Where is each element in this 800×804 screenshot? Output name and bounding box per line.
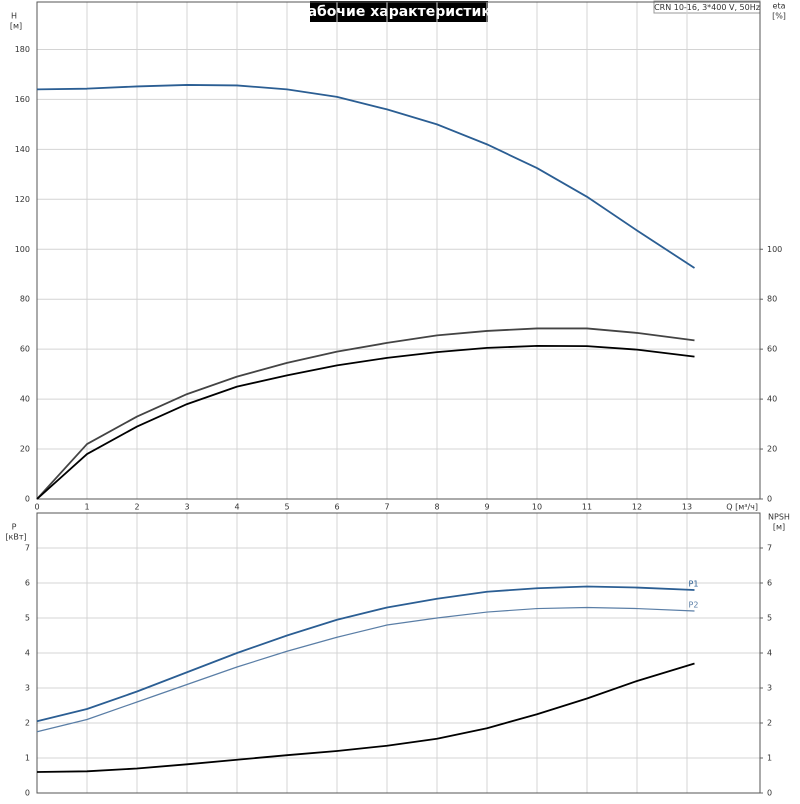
y-tick-label: 80 <box>20 295 30 304</box>
curve <box>36 662 695 773</box>
y-tick-label: 160 <box>15 95 30 104</box>
y-axis-unit: [кВт] <box>5 533 26 542</box>
y-tick-label: 0 <box>25 789 30 798</box>
x-tick-label: 13 <box>682 503 692 512</box>
x-tick-label: 7 <box>384 503 389 512</box>
y-axis-label: H <box>11 12 17 21</box>
y2-tick-label: 2 <box>767 719 772 728</box>
plot-frame <box>36 512 761 794</box>
y-tick-label: 0 <box>25 495 30 504</box>
y-tick-label: 4 <box>25 649 30 658</box>
x-tick-label: 6 <box>334 503 339 512</box>
y2-axis-unit: [м] <box>773 523 785 532</box>
y-tick-label: 140 <box>15 145 30 154</box>
curve <box>36 585 695 723</box>
plot-frame <box>36 1 761 500</box>
y2-tick-label: 0 <box>767 495 772 504</box>
curve <box>36 606 695 733</box>
y2-tick-label: 0 <box>767 789 772 798</box>
x-tick-label: 11 <box>582 503 592 512</box>
y2-tick-label: 100 <box>767 245 782 254</box>
y2-tick-label: 1 <box>767 754 772 763</box>
y2-tick-label: 80 <box>767 295 777 304</box>
y-tick-label: 180 <box>15 45 30 54</box>
y-tick-label: 120 <box>15 195 30 204</box>
y2-tick-label: 6 <box>767 579 772 588</box>
y-axis-unit: [м] <box>10 22 22 31</box>
x-tick-label: 2 <box>134 503 139 512</box>
x-tick-label: 9 <box>484 503 489 512</box>
x-tick-label: 8 <box>434 503 439 512</box>
y2-axis-unit: [%] <box>772 12 786 21</box>
y2-tick-label: 4 <box>767 649 772 658</box>
curve <box>36 84 695 269</box>
y2-tick-label: 20 <box>767 445 777 454</box>
y2-tick-label: 7 <box>767 544 772 553</box>
series-label: P2 <box>689 601 699 610</box>
y-tick-label: 100 <box>15 245 30 254</box>
x-tick-label: 1 <box>84 503 89 512</box>
chart-title: Рабочие характеристики <box>297 4 500 20</box>
y2-axis-label: eta <box>773 2 786 11</box>
y-tick-label: 7 <box>25 544 30 553</box>
x-tick-label: 10 <box>532 503 542 512</box>
y2-tick-label: 3 <box>767 684 772 693</box>
series-label: P1 <box>689 580 699 589</box>
x-axis-label: Q [м³/ч] <box>726 503 758 512</box>
x-tick-label: 3 <box>184 503 189 512</box>
y-tick-label: 60 <box>20 345 30 354</box>
x-tick-label: 5 <box>284 503 289 512</box>
y-tick-label: 20 <box>20 445 30 454</box>
y-tick-label: 3 <box>25 684 30 693</box>
y-tick-label: 2 <box>25 719 30 728</box>
y-tick-label: 5 <box>25 614 30 623</box>
x-tick-label: 12 <box>632 503 642 512</box>
y2-axis-label: NPSH <box>768 513 790 522</box>
title-box <box>310 1 488 22</box>
x-tick-label: 0 <box>34 503 39 512</box>
y-tick-label: 6 <box>25 579 30 588</box>
y-axis-label: P <box>12 523 17 532</box>
curve <box>36 345 695 500</box>
curve <box>36 327 695 500</box>
y2-tick-label: 40 <box>767 395 777 404</box>
y2-tick-label: 60 <box>767 345 777 354</box>
y2-tick-label: 5 <box>767 614 772 623</box>
x-tick-label: 4 <box>234 503 239 512</box>
y-tick-label: 40 <box>20 395 30 404</box>
y-tick-label: 1 <box>25 754 30 763</box>
model-label: CRN 10-16, 3*400 V, 50Hz <box>654 3 760 12</box>
